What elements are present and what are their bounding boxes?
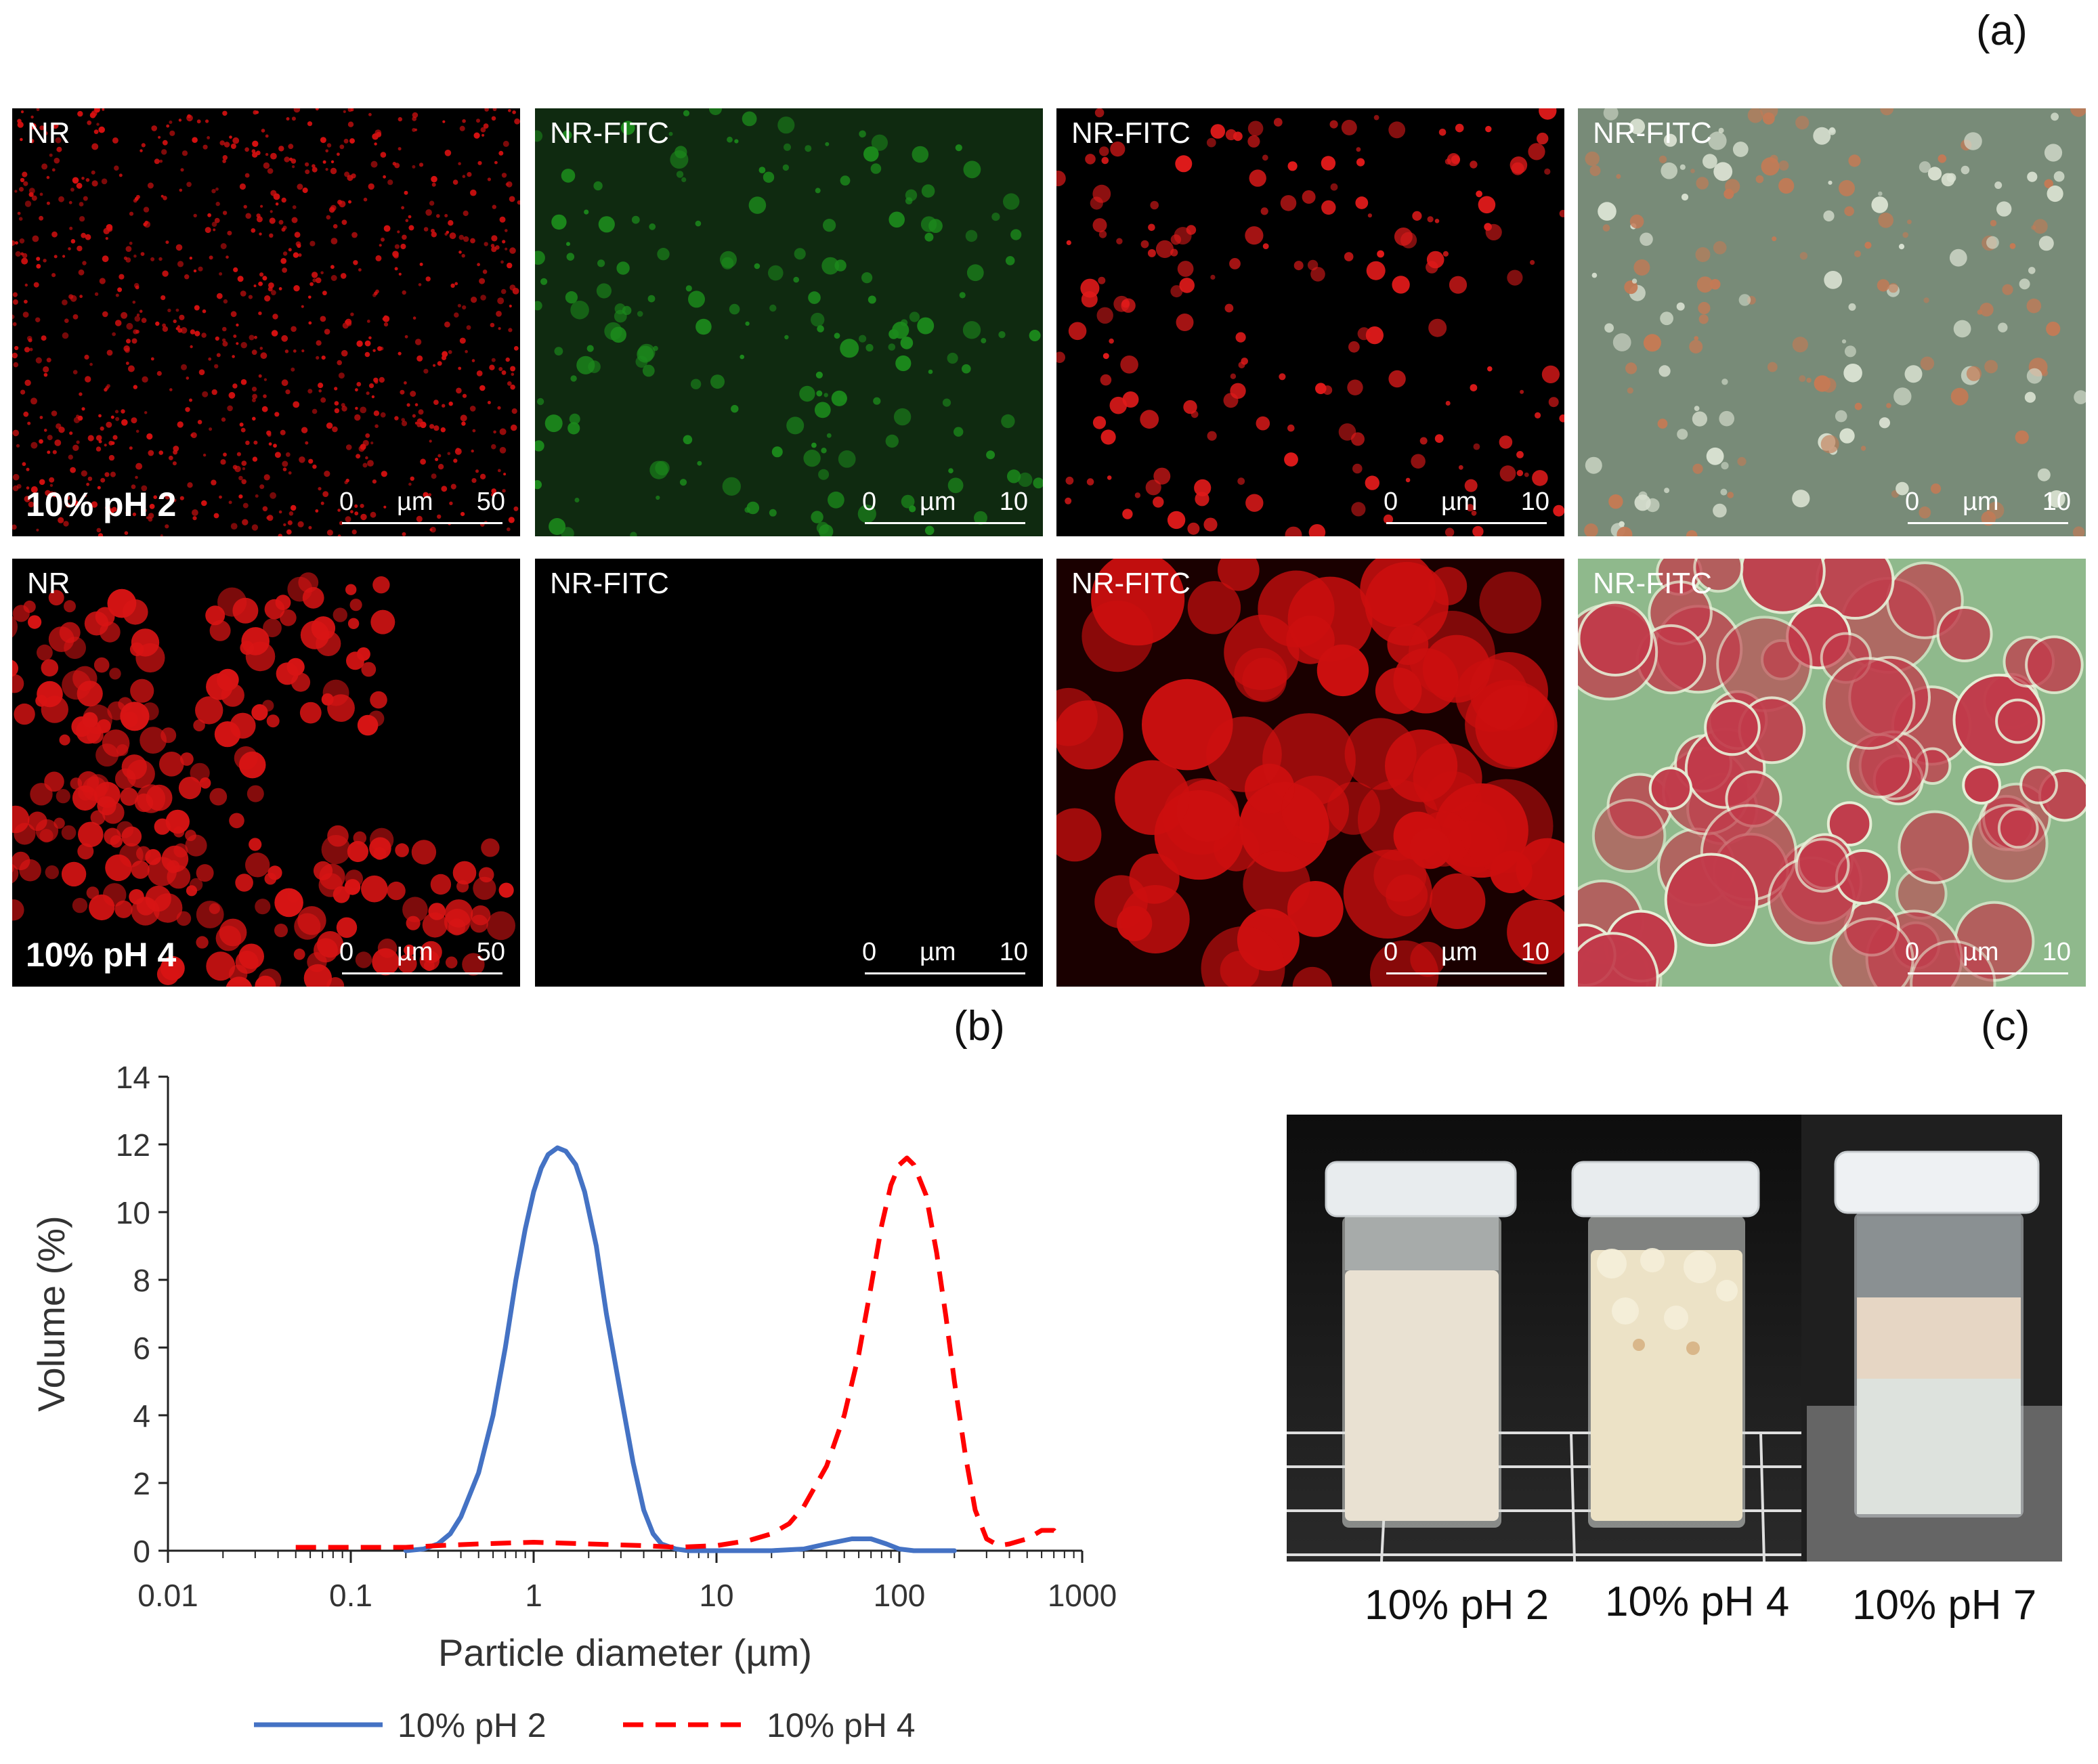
micrograph-image [12, 108, 520, 536]
sample-label: 10% pH 2 [26, 486, 177, 523]
vials-photo-drawing [1287, 1115, 2062, 1562]
scale-bar-label: µm [397, 488, 433, 516]
scale-bar-label: 0 [862, 938, 877, 966]
micrograph-image [535, 108, 1043, 536]
vial-ph2 [1325, 1161, 1517, 1528]
scale-bar: 0 µm 50 [339, 938, 505, 978]
scale-bar-line [1908, 972, 2068, 974]
photo-label-ph2: 10% pH 2 [1365, 1582, 1549, 1629]
panel-label-c: (c) [1981, 1003, 2030, 1050]
scale-bar-label: 10 [1520, 488, 1549, 516]
y-tick-label: 14 [116, 1060, 150, 1095]
stain-label: NR [27, 116, 70, 150]
x-tick-label: 0.1 [329, 1578, 372, 1613]
scale-bar: 0 µm 10 [1384, 488, 1549, 528]
micrograph-r1-c4: NR-FITC 0 µm 10 [1578, 108, 2086, 536]
scale-bar-label: 50 [476, 488, 505, 516]
scale-bar: 0 µm 10 [862, 938, 1028, 978]
y-tick-label: 10 [116, 1195, 150, 1230]
scale-bar-label: µm [1441, 488, 1478, 516]
y-tick-label: 6 [133, 1331, 150, 1366]
micrograph-r1-c3: NR-FITC 0 µm 10 [1056, 108, 1564, 536]
micrograph-r2-c3: NR-FITC 0 µm 10 [1056, 559, 1564, 987]
scale-bar-label: 10 [999, 488, 1028, 516]
scale-bar-label: µm [920, 488, 956, 516]
series-line-ph4 [295, 1155, 1062, 1550]
micrograph-image [1578, 559, 2086, 987]
micrograph-r2-c4: NR-FITC 0 µm 10 [1578, 559, 2086, 987]
scale-bar-line [865, 972, 1025, 974]
scale-bar-label: µm [920, 938, 956, 966]
legend-label: 10% pH 2 [398, 1706, 547, 1744]
x-tick-label: 100 [874, 1578, 926, 1613]
micrograph-r2-c2: NR-FITC 0 µm 10 [535, 559, 1043, 987]
y-axis-title: Volume (%) [30, 1216, 72, 1411]
scale-bar-line [865, 522, 1025, 524]
scale-bar-label: 0 [339, 488, 354, 516]
stain-label: NR-FITC [550, 567, 669, 600]
scale-bar-line [1908, 522, 2068, 524]
vials-photo [1287, 1115, 2062, 1562]
scale-bar-line [1386, 522, 1547, 524]
micrograph-image [1578, 108, 2086, 536]
x-tick-label: 10 [699, 1578, 733, 1613]
vial-ph7 [1834, 1150, 2040, 1518]
micrograph-image [12, 559, 520, 987]
scale-bar-label: 10 [2042, 938, 2071, 966]
y-tick-label: 0 [133, 1534, 150, 1569]
x-axis-title: Particle diameter (µm) [438, 1631, 812, 1674]
stain-label: NR-FITC [1071, 567, 1191, 600]
x-tick-label: 1000 [1048, 1578, 1117, 1613]
stain-label: NR-FITC [1593, 116, 1712, 150]
scale-bar-label: 0 [862, 488, 877, 516]
scale-bar-label: 0 [1905, 488, 1920, 516]
x-tick-label: 0.01 [137, 1578, 198, 1613]
scale-bar-label: 0 [1905, 938, 1920, 966]
scale-bar: 0 µm 10 [1905, 488, 2071, 528]
particle-size-chart: 0 2 4 6 8 10 12 14 0.01 0.1 1 10 100 1000 Particle dia… [30, 1060, 1117, 1744]
y-tick-label: 8 [133, 1263, 150, 1298]
stain-label: NR-FITC [550, 116, 669, 150]
stain-label: NR-FITC [1593, 567, 1712, 600]
scale-bar-label: 0 [339, 938, 354, 966]
sample-label: 10% pH 4 [26, 936, 177, 974]
y-tick-label: 12 [116, 1127, 150, 1163]
panel-label-b: (b) [954, 1003, 1005, 1050]
micrograph-r1-c1: NR 10% pH 2 0 µm 50 [12, 108, 520, 536]
legend-label: 10% pH 4 [767, 1706, 916, 1744]
scale-bar-line [1386, 972, 1547, 974]
scale-bar: 0 µm 50 [339, 488, 505, 528]
y-tick-label: 4 [133, 1398, 150, 1434]
scale-bar-label: 10 [999, 938, 1028, 966]
micrograph-r2-c1: NR 10% pH 4 0 µm 50 [12, 559, 520, 987]
vial-ph4 [1571, 1161, 1760, 1528]
micrograph-image [1056, 559, 1564, 987]
scale-bar-label: µm [397, 938, 433, 966]
micrograph-r1-c2: NR-FITC 0 µm 10 [535, 108, 1043, 536]
scale-bar-label: 0 [1384, 488, 1398, 516]
scale-bar-label: 10 [2042, 488, 2071, 516]
scale-bar-label: 10 [1520, 938, 1549, 966]
scale-bar-label: 0 [1384, 938, 1398, 966]
scale-bar-line [342, 972, 502, 974]
x-tick-label: 1 [525, 1578, 542, 1613]
scale-bar-line [342, 522, 502, 524]
scale-bar: 0 µm 10 [1384, 938, 1549, 978]
scale-bar: 0 µm 10 [862, 488, 1028, 528]
stain-label: NR-FITC [1071, 116, 1191, 150]
scale-bar-label: µm [1441, 938, 1478, 966]
photo-label-ph4: 10% pH 4 [1605, 1578, 1790, 1625]
stain-label: NR [27, 567, 70, 600]
scale-bar-label: 50 [476, 938, 505, 966]
micrograph-image [1056, 108, 1564, 536]
scale-bar-label: µm [1963, 938, 1999, 966]
scale-bar-label: µm [1963, 488, 1999, 516]
scale-bar: 0 µm 10 [1905, 938, 2071, 978]
panel-label-a: (a) [1976, 7, 2028, 54]
series-line-ph2 [403, 1145, 957, 1553]
y-tick-label: 2 [133, 1466, 150, 1501]
photo-label-ph7: 10% pH 7 [1852, 1582, 2037, 1629]
micrograph-image [535, 559, 1043, 987]
